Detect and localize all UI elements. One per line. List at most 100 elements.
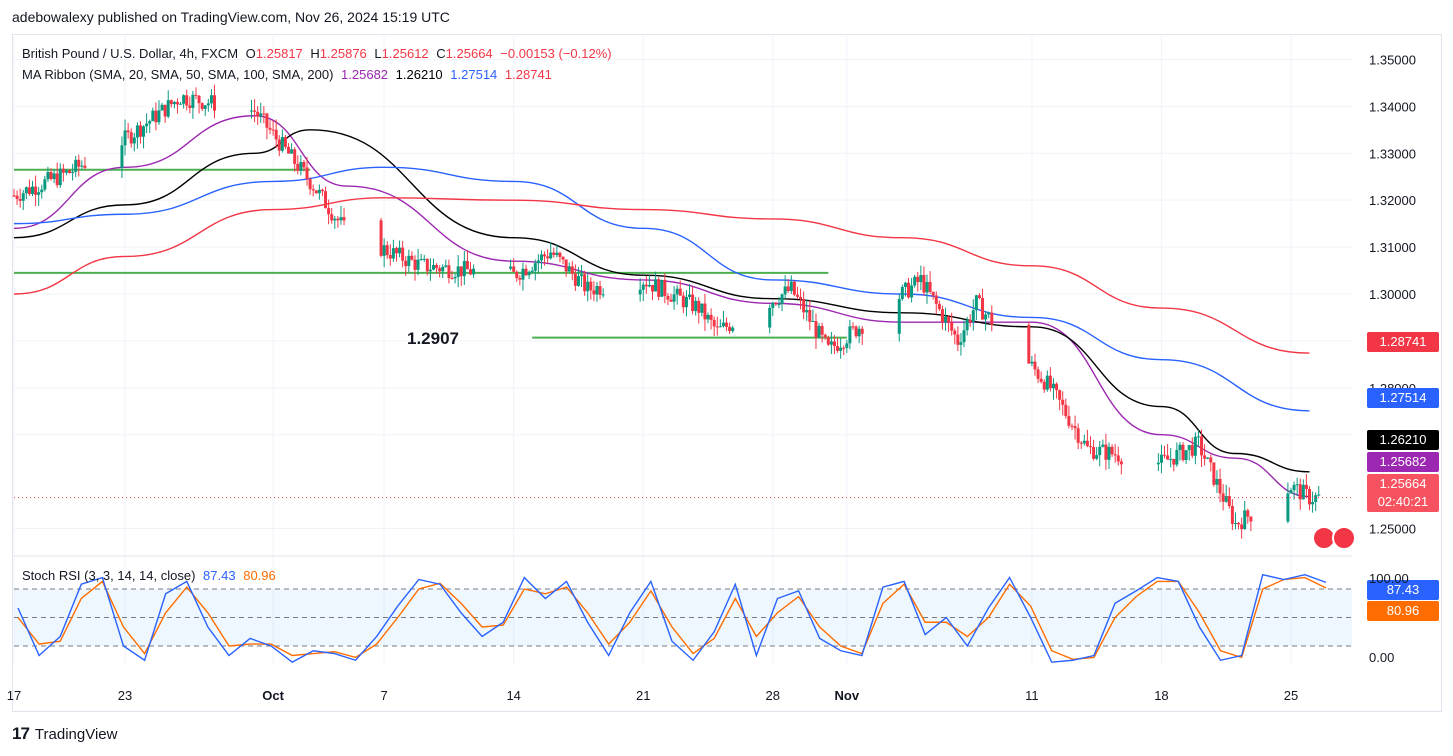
candle-body — [509, 266, 513, 269]
candle-body — [1067, 416, 1071, 426]
candle-body — [317, 189, 321, 194]
candle-body — [1301, 484, 1305, 500]
candle-body — [962, 330, 966, 343]
candle-body — [721, 322, 725, 327]
time-tick-label: 11 — [1025, 688, 1039, 703]
candle-body — [950, 322, 954, 331]
candle-body — [688, 294, 692, 297]
candle-body — [305, 167, 309, 180]
candle-body — [179, 103, 183, 105]
candle-body — [681, 295, 685, 308]
candle-body — [425, 258, 429, 272]
sma50-price-tag: 1.26210 — [1367, 430, 1439, 450]
price-axis: 1.35000 1.34000 1.33000 1.32000 1.31000 1.300… — [1369, 52, 1416, 536]
candle-body — [848, 326, 852, 344]
candle-body — [694, 300, 698, 312]
price-tick-label: 1.31000 — [1369, 240, 1416, 255]
candle-body — [934, 295, 938, 304]
stoch-legend: Stoch RSI (3, 3, 14, 14, close) 87.43 80… — [22, 568, 280, 583]
candle-body — [1095, 455, 1099, 459]
candle-body — [283, 137, 287, 147]
publisher-line: adebowalexy published on TradingView.com… — [12, 9, 450, 25]
candle-body — [1237, 522, 1241, 525]
support-lines — [14, 168, 847, 339]
footer-brand[interactable]: 17 TradingView — [12, 724, 117, 744]
candle-body — [1101, 444, 1105, 447]
candle-body — [916, 276, 920, 283]
candle-body — [805, 309, 809, 313]
candle-body — [897, 299, 901, 334]
candle-body — [302, 162, 306, 168]
candle-body — [823, 334, 827, 338]
candle-body — [74, 159, 78, 172]
candle-body — [336, 218, 340, 221]
candle-body — [910, 285, 914, 298]
chart-frame[interactable] — [12, 34, 1442, 712]
symbol-legend: British Pound / U.S. Dollar, 4h, FXCM O1… — [22, 46, 616, 61]
candles — [12, 84, 1321, 539]
candle-body — [129, 132, 133, 144]
candle-body — [1221, 493, 1225, 502]
candle-body — [1209, 457, 1213, 463]
sma200-value: 1.28741 — [504, 67, 552, 82]
candle-body — [80, 165, 84, 167]
candle-body — [314, 190, 318, 194]
candle-body — [919, 274, 923, 283]
candle-body — [1184, 450, 1188, 460]
sma-line-sma-200 — [13, 197, 1310, 354]
candle-body — [725, 322, 729, 327]
candle-body — [58, 168, 62, 186]
candle-body — [558, 252, 562, 257]
candle-body — [1175, 449, 1179, 465]
candle-body — [814, 321, 818, 338]
candle-body — [536, 260, 540, 264]
sma20-price-tag: 1.25682 — [1367, 452, 1439, 472]
candle-body — [1200, 436, 1204, 456]
candle-body — [644, 284, 648, 287]
candle-body — [1042, 381, 1046, 390]
candle-body — [413, 259, 417, 270]
ohlc-close: C1.25664 — [436, 46, 493, 61]
candle-body — [1304, 484, 1308, 490]
sma100-price-tag: 1.27514 — [1367, 388, 1439, 408]
candle-body — [518, 278, 522, 280]
candle-body — [512, 266, 516, 272]
sma-line-sma-100 — [13, 166, 1310, 412]
candle-body — [419, 259, 423, 261]
candle-body — [444, 265, 448, 267]
candle-body — [40, 189, 44, 193]
candle-body — [342, 217, 346, 221]
candle-body — [1169, 458, 1173, 460]
candle-body — [728, 326, 732, 332]
candle-body — [21, 193, 25, 201]
candle-body — [43, 179, 47, 190]
candle-body — [839, 347, 843, 351]
candle-body — [280, 137, 284, 151]
candle-body — [1064, 404, 1068, 417]
candle-body — [379, 220, 383, 256]
candle-body — [1187, 445, 1191, 451]
candle-body — [148, 121, 152, 124]
candle-body — [1196, 436, 1200, 438]
sma20-value: 1.25682 — [341, 67, 389, 82]
candle-body — [533, 263, 537, 271]
candle-body — [959, 342, 963, 345]
candle-body — [842, 347, 846, 349]
candle-body — [700, 303, 704, 313]
candle-body — [441, 266, 445, 272]
candle-body — [1079, 442, 1083, 444]
candle-body — [829, 341, 833, 345]
candle-body — [1215, 478, 1219, 485]
candle-body — [1055, 383, 1059, 391]
candle-body — [126, 130, 130, 133]
bar-countdown-tag: 02:40:21 — [1367, 492, 1439, 512]
candle-body — [138, 125, 142, 137]
flag-icons[interactable] — [1310, 526, 1358, 552]
candle-body — [172, 101, 176, 105]
candle-body — [1119, 461, 1123, 465]
candle-body — [965, 319, 969, 331]
candle-body — [398, 247, 402, 254]
candle-body — [311, 189, 315, 191]
candle-body — [293, 149, 297, 164]
